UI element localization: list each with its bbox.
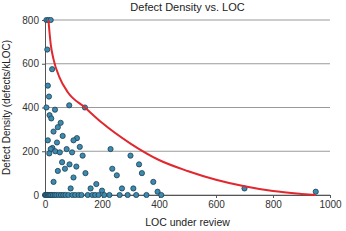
y-tick: 400 [22,102,45,113]
point [69,150,74,155]
x-tick-label: 1000 [319,199,342,210]
point [67,103,72,108]
point [51,129,56,134]
y-tick-mark [42,151,45,152]
point [57,150,62,155]
point [88,186,93,191]
point [159,192,164,197]
point [114,173,119,178]
point [55,168,60,173]
y-tick-label: 800 [22,15,39,26]
grid [45,20,330,195]
y-tick-label: 600 [22,58,39,69]
point [102,192,107,197]
x-tick-label: 200 [94,199,111,210]
point [313,189,318,194]
y-tick: 200 [22,146,45,157]
y-tick-mark [42,64,45,65]
point [117,192,122,197]
x-tick-label: 0 [43,199,49,210]
x-tick-mark [330,195,331,198]
point [45,47,50,52]
point [49,116,54,121]
x-tick: 1000 [319,195,342,210]
point [136,162,141,167]
x-tick-label: 800 [265,199,282,210]
x-tick: 800 [265,195,282,210]
chart: 0 200 400 600 800 1000 0 200 400 600 800 Defect Den… [0,0,346,231]
point [67,162,72,167]
point [134,192,139,197]
curve [48,20,315,195]
y-axis-title: Defect Density (defects/kLOC) [1,40,12,175]
y-tick-label: 0 [33,190,39,201]
point [144,192,149,197]
x-tick-label: 400 [151,199,168,210]
y-tick-label: 400 [22,102,39,113]
grid-line [45,151,330,152]
point [79,192,84,197]
point [119,186,124,191]
point [50,67,55,72]
point [131,186,136,191]
point [71,175,76,180]
point [54,140,59,145]
y-axis: 0 200 400 600 800 [22,15,45,201]
point [71,138,76,143]
point [60,133,65,138]
point [44,105,49,110]
point [83,171,88,176]
point [107,192,112,197]
grid-line [45,63,330,64]
point [77,144,82,149]
x-tick-label: 600 [208,199,225,210]
point [62,166,67,171]
point [51,179,56,184]
y-tick: 600 [22,58,45,69]
y-tick: 800 [22,15,45,26]
point [110,166,115,171]
point [47,151,52,156]
title: Defect Density vs. LOC [130,1,244,13]
point [64,146,69,151]
x-tick-mark [273,195,274,198]
x-tick: 600 [208,195,225,210]
point [74,164,79,169]
point [52,107,57,112]
point [128,153,133,158]
point [108,146,113,151]
grid-line [45,20,330,21]
point [125,192,130,197]
point [96,192,101,197]
plot: 0 200 400 600 800 1000 0 200 400 600 800 [22,15,342,210]
y-tick-label: 200 [22,146,39,157]
point [80,153,85,158]
point [60,160,65,165]
point [94,181,99,186]
x-axis-title: LOC under review [145,216,230,228]
point [55,125,60,130]
point [45,138,50,143]
point [139,171,144,176]
point [68,186,73,191]
point [45,83,50,88]
points [42,17,318,197]
point [151,179,156,184]
x-tick-mark [216,195,217,198]
point [46,94,51,99]
marks [42,17,318,197]
